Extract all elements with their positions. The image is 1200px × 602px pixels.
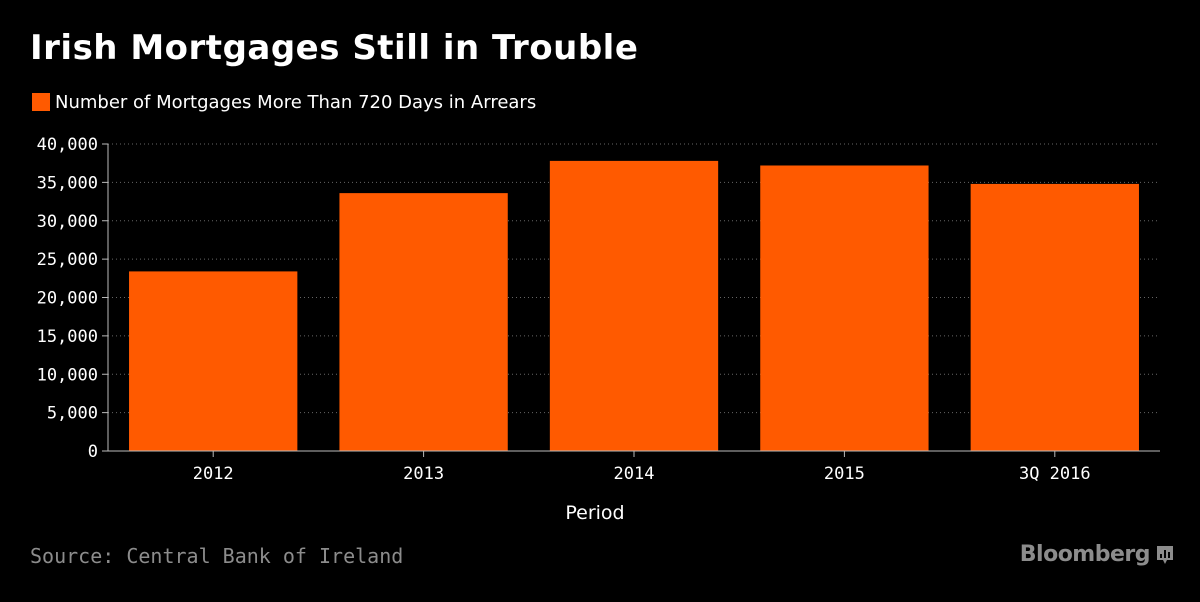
axes [102, 143, 1160, 457]
y-tick-label: 10,000 [37, 365, 98, 385]
y-tick-label: 0 [88, 442, 98, 462]
y-tick-label: 15,000 [37, 327, 98, 347]
y-tick-label: 20,000 [37, 289, 98, 309]
y-tick-label: 30,000 [37, 212, 98, 232]
y-tick-label: 25,000 [37, 250, 98, 270]
y-tick-labels: 0 5,000 10,000 15,000 20,000 25,000 30,000 35,0… [37, 135, 98, 462]
brand-logo: Bloomberg [1020, 542, 1174, 567]
chart-title: Irish Mortgages Still in Trouble [30, 28, 639, 68]
x-tick-label: 2013 [403, 464, 444, 484]
bar [970, 183, 1139, 451]
source-note: Source: Central Bank of Ireland [30, 544, 404, 568]
x-tick-labels: 2012 2013 2014 2015 3Q 2016 [193, 464, 1091, 484]
bar [760, 165, 929, 452]
x-tick-label: 2012 [193, 464, 234, 484]
legend: Number of Mortgages More Than 720 Days i… [32, 90, 536, 114]
x-axis-title: Period [565, 502, 624, 524]
y-tick-label: 5,000 [47, 404, 98, 424]
x-tick-label: 2014 [614, 464, 655, 484]
bar [339, 193, 508, 451]
bloomberg-chart-icon [1157, 545, 1173, 564]
bar [129, 271, 298, 451]
y-tick-label: 35,000 [37, 173, 98, 193]
legend-swatch [32, 93, 50, 111]
brand-name: Bloomberg [1019, 542, 1151, 567]
x-tick-label: 3Q 2016 [1019, 464, 1091, 484]
legend-label: Number of Mortgages More Than 720 Days i… [55, 91, 537, 113]
x-tick-label: 2015 [824, 464, 865, 484]
bar [549, 160, 719, 451]
y-tick-label: 40,000 [37, 135, 98, 155]
bars [129, 160, 1139, 452]
